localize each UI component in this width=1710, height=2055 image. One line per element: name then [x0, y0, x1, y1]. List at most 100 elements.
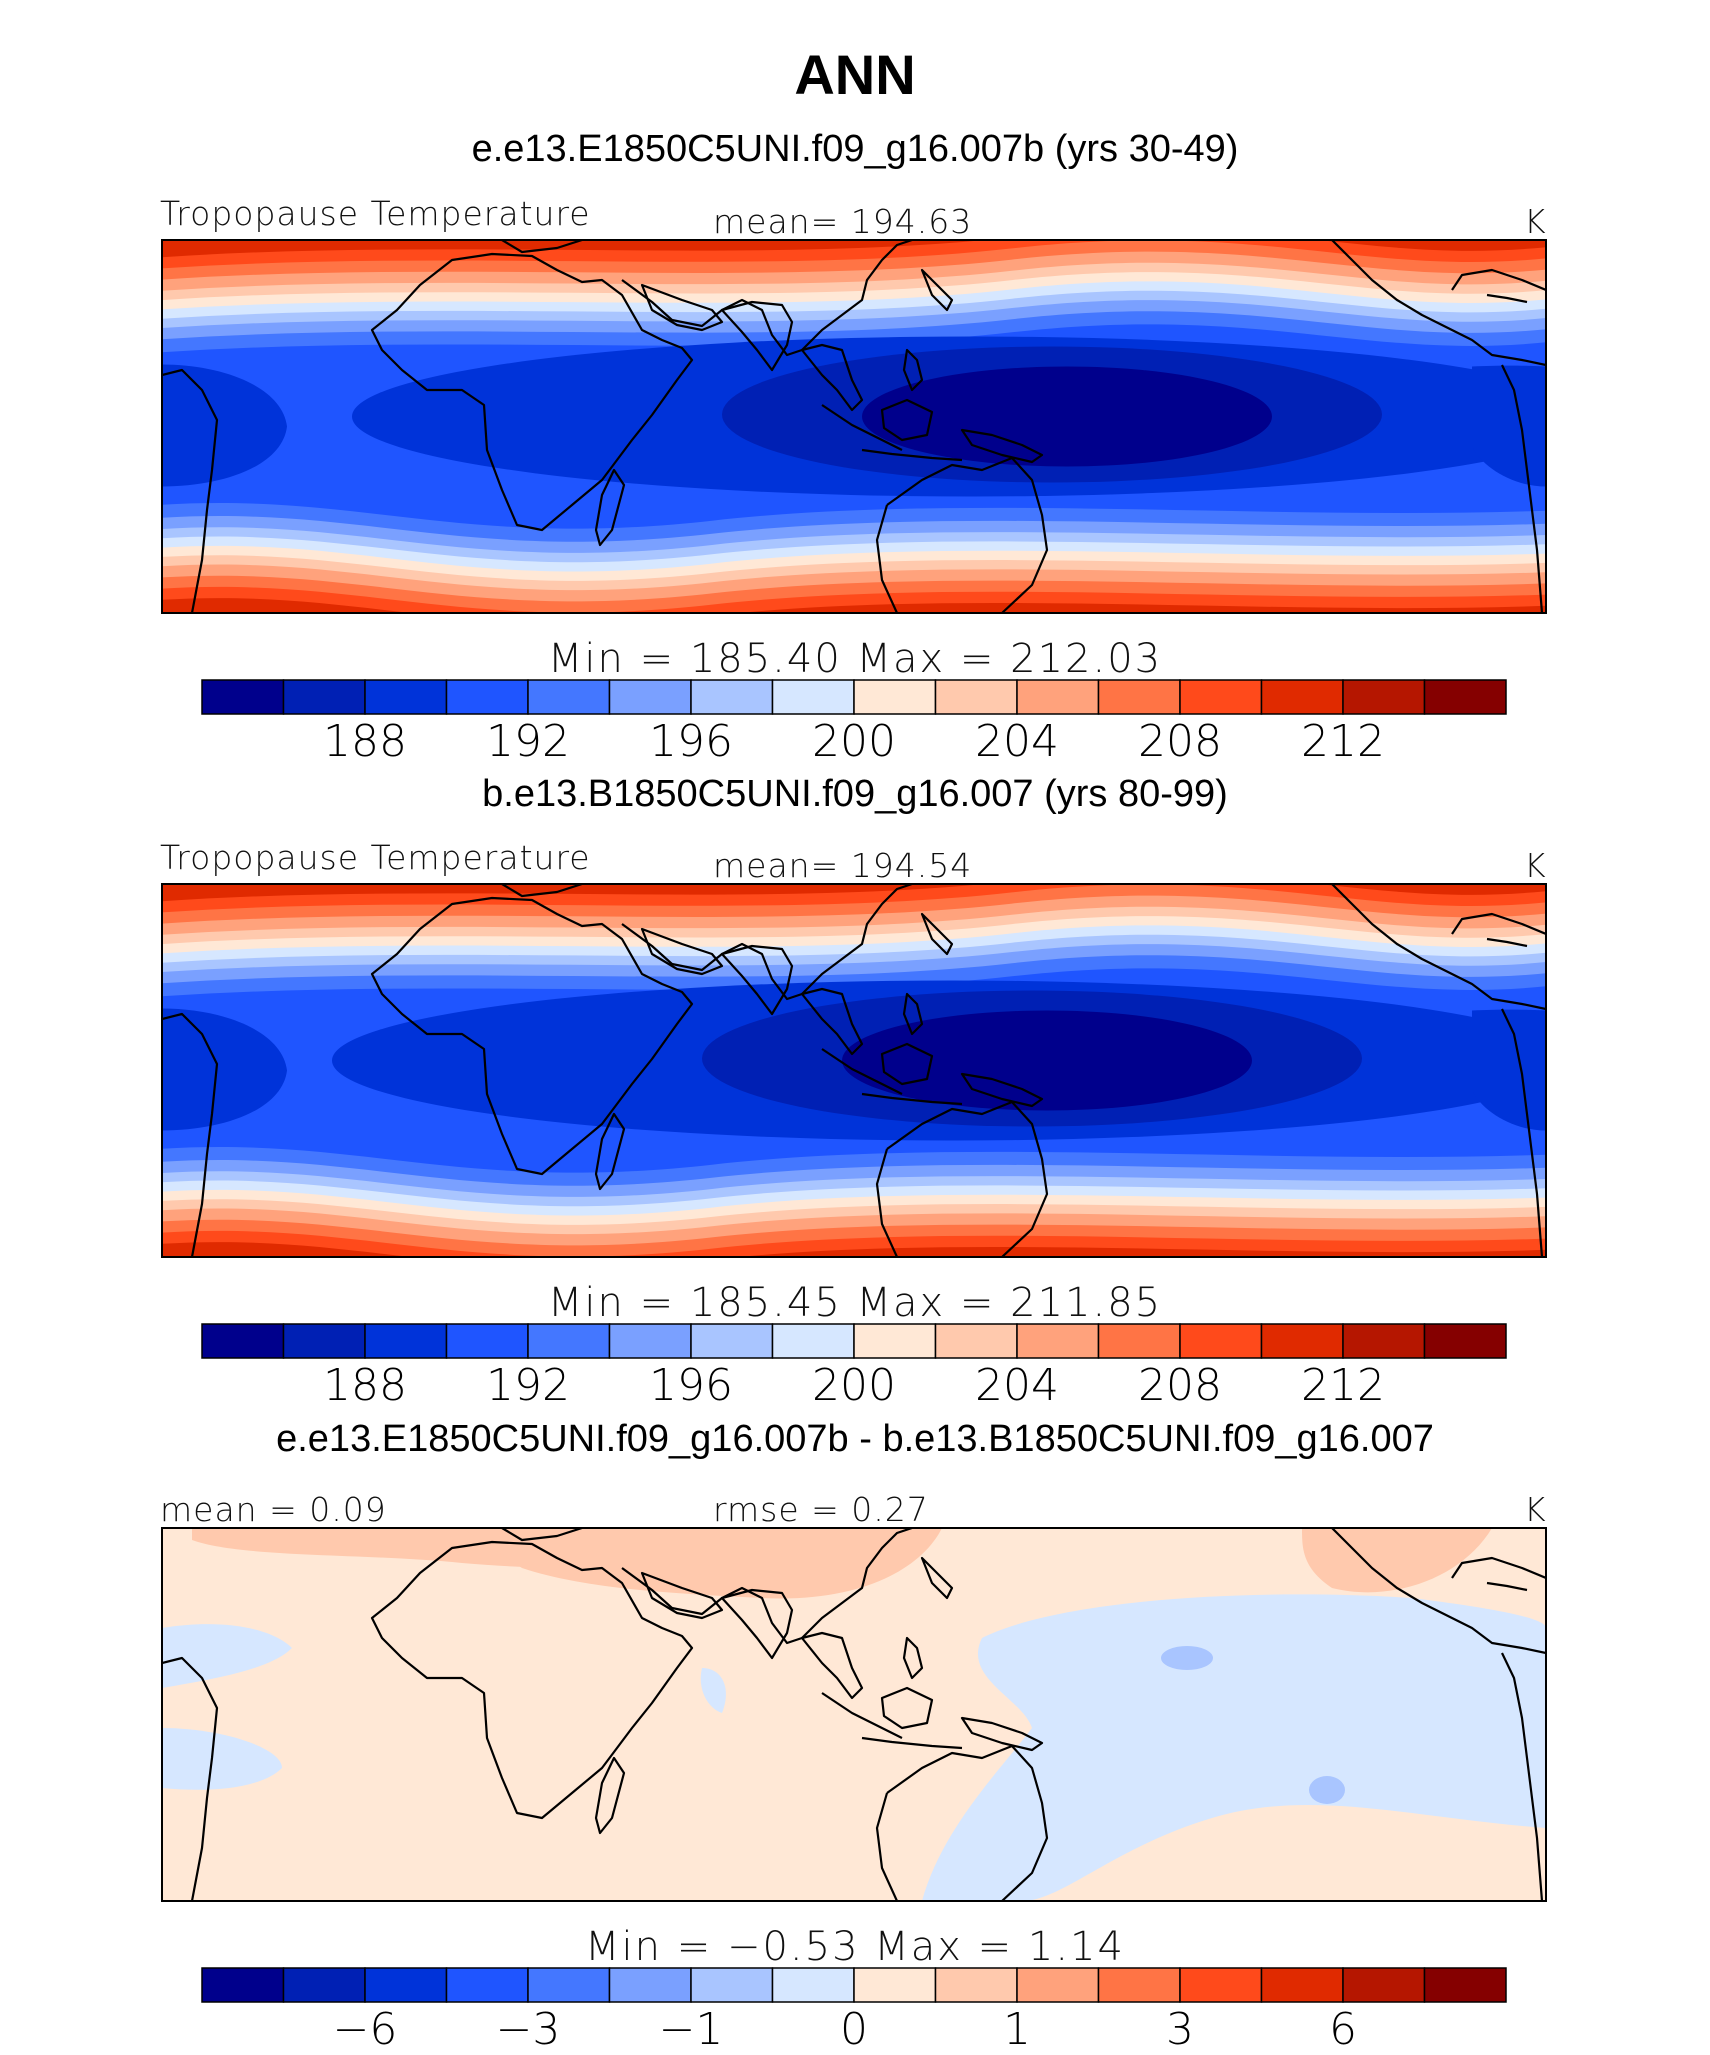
band [922, 1594, 1546, 1901]
band [1472, 1009, 1546, 1131]
colorbar-box [364, 1323, 448, 1359]
panel2-variable-label: Tropopause Temperature [160, 838, 591, 877]
colorbar-box [445, 1323, 529, 1359]
colorbar-box [690, 679, 774, 715]
colorbar-box [853, 679, 937, 715]
colorbar-box [1342, 1323, 1426, 1359]
panel3-mean-label: mean = 0.09 [160, 1490, 387, 1529]
colorbar-box [853, 1967, 937, 2003]
band [862, 366, 1272, 467]
colorbar-tick-label: 200 [812, 716, 896, 767]
band [162, 1728, 282, 1790]
panel3-map-frame [161, 1527, 1547, 1902]
panel2-colorbar [201, 1323, 1507, 1359]
colorbar-tick-label: 208 [1138, 716, 1222, 767]
colorbar-tick-label: 196 [649, 716, 733, 767]
colorbar-box [1423, 1323, 1507, 1359]
panel2-mean-label: mean= 194.54 [713, 846, 973, 885]
panel1-colorbar [201, 679, 1507, 715]
panel1-mean-label: mean= 194.63 [713, 202, 973, 241]
colorbar-box [364, 1967, 448, 2003]
colorbar-box [608, 1323, 692, 1359]
panel2-map-frame [161, 883, 1547, 1258]
colorbar-box [1423, 1967, 1507, 2003]
colorbar-box [690, 1323, 774, 1359]
colorbar-box [527, 679, 611, 715]
colorbar-box [527, 1967, 611, 2003]
colorbar-tick-label: 212 [1301, 716, 1385, 767]
band [162, 1008, 287, 1131]
panel1-map-frame [161, 239, 1547, 614]
colorbar-box [282, 1967, 366, 2003]
colorbar-box [1097, 1323, 1181, 1359]
colorbar-box [608, 1967, 692, 2003]
colorbar-box [1179, 1967, 1263, 2003]
colorbar-tick-label: 200 [812, 1360, 896, 1411]
panel3-contour-field [162, 1528, 1546, 1901]
colorbar-box [282, 679, 366, 715]
colorbar-tick-label: 192 [486, 716, 570, 767]
colorbar-box [771, 1323, 855, 1359]
colorbar-box [934, 1967, 1018, 2003]
colorbar-box [1260, 1323, 1344, 1359]
colorbar-tick-label: −3 [495, 2004, 561, 2055]
panel2-minmax-label: Min = 185.45 Max = 211.85 [547, 1280, 1163, 1326]
panel3-rmse-label: rmse = 0.27 [713, 1490, 929, 1529]
colorbar-box [1179, 679, 1263, 715]
colorbar-box [1016, 679, 1100, 715]
panel3-units-label: K [1524, 1490, 1547, 1529]
colorbar-tick-label: −6 [332, 2004, 398, 2055]
colorbar-tick-label: 208 [1138, 1360, 1222, 1411]
panel1-title: e.e13.E1850C5UNI.f09_g16.007b (yrs 30-49… [471, 128, 1239, 170]
colorbar-box [771, 679, 855, 715]
band [1161, 1646, 1213, 1670]
colorbar-box [201, 1967, 285, 2003]
colorbar-tick-label: 3 [1166, 2004, 1194, 2055]
colorbar-tick-label: 1 [1003, 2004, 1031, 2055]
panel1-units-label: K [1524, 202, 1547, 241]
colorbar-box [608, 679, 692, 715]
band [842, 1010, 1252, 1111]
colorbar-box [934, 679, 1018, 715]
colorbar-box [445, 1967, 529, 2003]
colorbar-box [853, 1323, 937, 1359]
colorbar-box [1260, 1967, 1344, 2003]
colorbar-box [1260, 679, 1344, 715]
colorbar-tick-label: 204 [975, 1360, 1059, 1411]
colorbar-box [201, 1323, 285, 1359]
colorbar-tick-label: 204 [975, 716, 1059, 767]
colorbar-box [282, 1323, 366, 1359]
colorbar-box [1097, 679, 1181, 715]
colorbar-box [445, 679, 529, 715]
colorbar-tick-label: 188 [323, 716, 407, 767]
colorbar-tick-label: 192 [486, 1360, 570, 1411]
colorbar-box [1016, 1323, 1100, 1359]
colorbar-tick-label: 212 [1301, 1360, 1385, 1411]
band [700, 1668, 726, 1713]
colorbar-box [364, 679, 448, 715]
band [462, 1528, 942, 1599]
panel1-variable-label: Tropopause Temperature [160, 194, 591, 233]
colorbar-tick-label: 196 [649, 1360, 733, 1411]
figure-title: ANN [794, 43, 916, 106]
colorbar-box [527, 1323, 611, 1359]
colorbar-box [201, 679, 285, 715]
panel3-title: e.e13.E1850C5UNI.f09_g16.007b - b.e13.B1… [276, 1418, 1434, 1460]
colorbar-box [1097, 1967, 1181, 2003]
panel3-minmax-label: Min = −0.53 Max = 1.14 [585, 1924, 1125, 1970]
colorbar-box [1423, 679, 1507, 715]
panel2-units-label: K [1524, 846, 1547, 885]
panel1-contour-field [162, 240, 1546, 613]
colorbar-tick-label: 0 [840, 2004, 868, 2055]
panel3-colorbar [201, 1967, 1507, 2003]
band [1472, 365, 1546, 487]
colorbar-tick-label: 6 [1329, 2004, 1357, 2055]
panel2-contour-field [162, 884, 1546, 1257]
colorbar-box [1179, 1323, 1263, 1359]
colorbar-tick-label: 188 [323, 1360, 407, 1411]
colorbar-box [1016, 1967, 1100, 2003]
band [1309, 1776, 1345, 1804]
colorbar-box [690, 1967, 774, 2003]
colorbar-box [1342, 679, 1426, 715]
band [162, 364, 287, 487]
